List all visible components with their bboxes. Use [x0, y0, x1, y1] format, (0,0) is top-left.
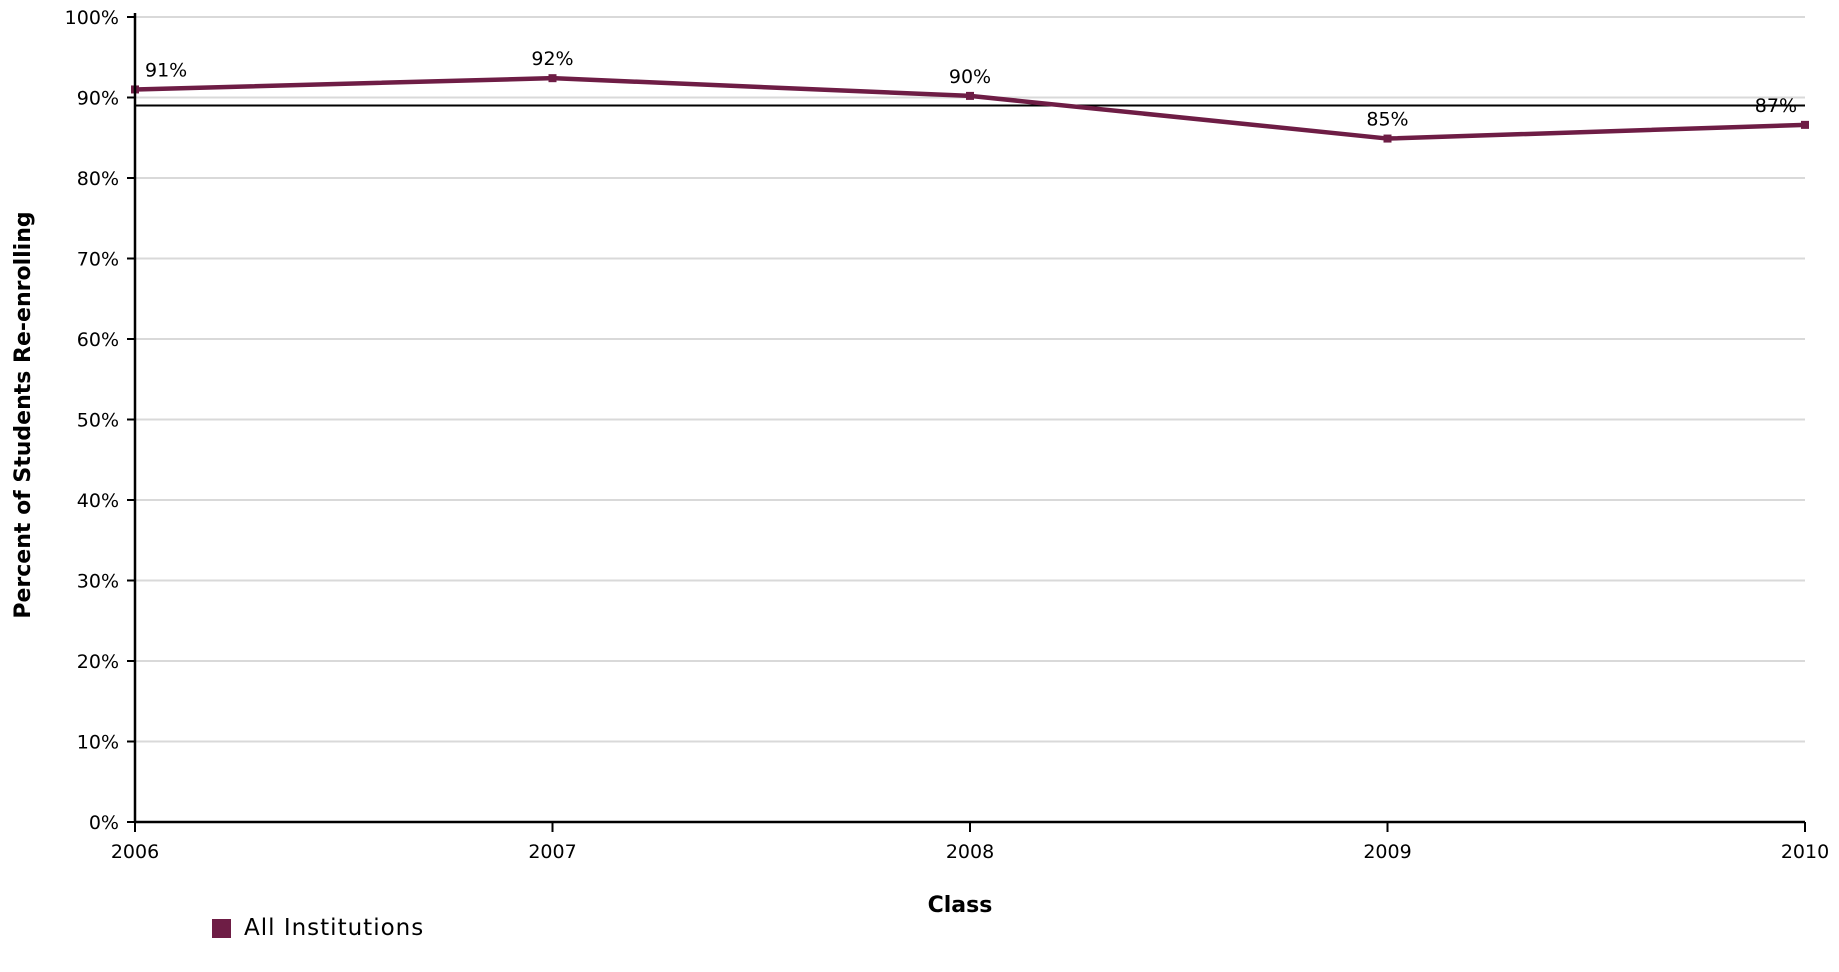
y-tick-label: 50% — [77, 410, 119, 432]
y-tick-label: 40% — [77, 490, 119, 512]
data-point — [1801, 120, 1809, 129]
y-tick-label: 10% — [77, 732, 119, 754]
y-tick-label: 30% — [77, 571, 119, 593]
data-point — [966, 91, 974, 100]
data-label: 92% — [531, 48, 573, 70]
x-tick-label: 2009 — [1363, 841, 1411, 863]
data-label: 91% — [145, 59, 187, 81]
y-tick-label: 70% — [77, 249, 119, 271]
legend-label-all-institutions: All Institutions — [244, 915, 425, 941]
legend: All Institutions — [212, 915, 424, 941]
x-tick-label: 2006 — [111, 841, 159, 863]
data-point — [548, 74, 557, 83]
x-axis-ticks: 2006 2007 2008 2009 2010 — [111, 822, 1829, 863]
y-tick-label: 80% — [77, 168, 119, 190]
y-tick-label: 90% — [77, 88, 119, 110]
gridlines — [135, 16, 1805, 743]
y-tick-label: 100% — [65, 7, 119, 29]
y-axis-ticks: 0% 10% 20% 30% 40% 50% 60% 70% 80% 90% 100% — [65, 7, 135, 834]
y-tick-label: 0% — [89, 812, 119, 834]
data-label: 85% — [1366, 109, 1408, 131]
x-tick-label: 2007 — [528, 841, 576, 863]
y-tick-label: 20% — [77, 651, 119, 673]
x-axis-title: Class — [928, 893, 993, 918]
x-tick-label: 2008 — [946, 841, 994, 863]
data-point — [1383, 134, 1392, 143]
data-label: 90% — [949, 66, 991, 88]
y-tick-label: 60% — [77, 329, 119, 351]
data-label: 87% — [1755, 95, 1797, 117]
y-axis-title: Percent of Students Re-enrolling — [11, 211, 36, 618]
x-tick-label: 2010 — [1781, 841, 1829, 863]
series-layer: 91% 92% 90% 85% 87% — [131, 48, 1809, 143]
legend-swatch — [212, 918, 231, 938]
